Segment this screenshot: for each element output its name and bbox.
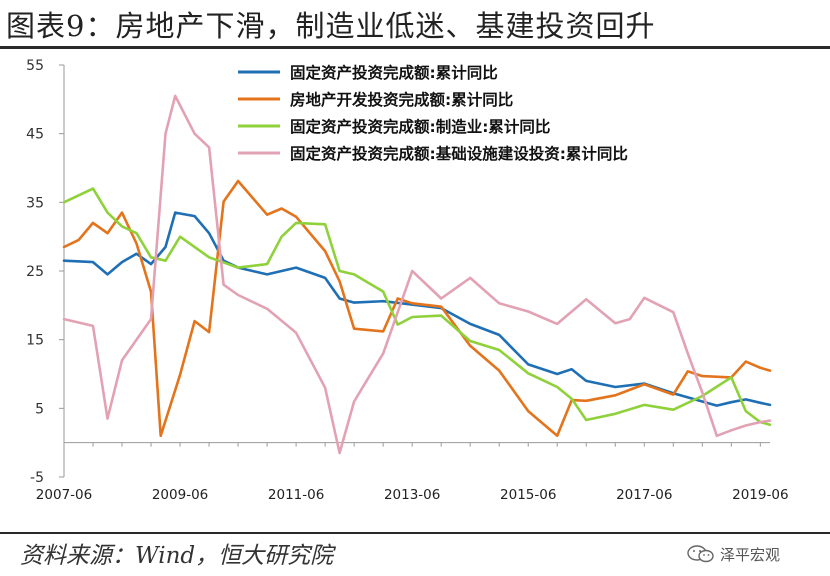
y-tick-label: -5 [30, 470, 44, 486]
x-tick-label: 2007-06 [36, 487, 92, 503]
legend-label-3: 固定资产投资完成额:制造业:累计同比 [290, 117, 550, 136]
x-tick-label: 2017-06 [616, 487, 672, 503]
brand-name: 泽平宏观 [720, 545, 781, 564]
legend-label-1: 固定资产投资完成额:累计同比 [290, 63, 498, 82]
x-tick-label: 2009-06 [152, 487, 208, 503]
y-tick-label: 15 [26, 333, 44, 349]
x-tick-label: 2011-06 [268, 487, 324, 503]
chart-title: 图表9：房地产下滑，制造业低迷、基建投资回升 [6, 9, 656, 43]
legend-label-4: 固定资产投资完成额:基础设施建设投资:累计同比 [290, 144, 628, 163]
series-line-1 [62, 211, 772, 407]
chart-area: 55 45 35 25 15 5 -5 2007-06 2009-06 2011-06 2013-0… [0, 50, 830, 530]
y-tick-label: 5 [35, 401, 44, 417]
wechat-icon [687, 545, 714, 563]
x-tick-label: 2015-06 [500, 487, 556, 503]
bottom-divider [0, 532, 830, 534]
source-note: 资料来源：Wind，恒大研究院 [20, 543, 334, 569]
series-lines [62, 94, 772, 455]
series-line-3 [62, 187, 772, 427]
y-tick-label: 35 [26, 195, 44, 211]
x-tick-label: 2013-06 [384, 487, 440, 503]
legend: 固定资产投资完成额:累计同比房地产开发投资完成额:累计同比固定资产投资完成额:制… [238, 63, 628, 163]
series-line-2 [62, 179, 772, 438]
series-line-4 [62, 94, 772, 455]
y-tick-label: 25 [26, 264, 44, 280]
brand-watermark: 泽平宏观 [686, 542, 780, 566]
title-divider [0, 46, 830, 49]
y-tick-label: 55 [26, 58, 44, 74]
x-tick-label: 2019-06 [732, 487, 788, 503]
title-bar: 图表9：房地产下滑，制造业低迷、基建投资回升 [0, 0, 830, 46]
legend-label-2: 房地产开发投资完成额:累计同比 [290, 90, 513, 109]
y-tick-label: 45 [26, 127, 44, 143]
